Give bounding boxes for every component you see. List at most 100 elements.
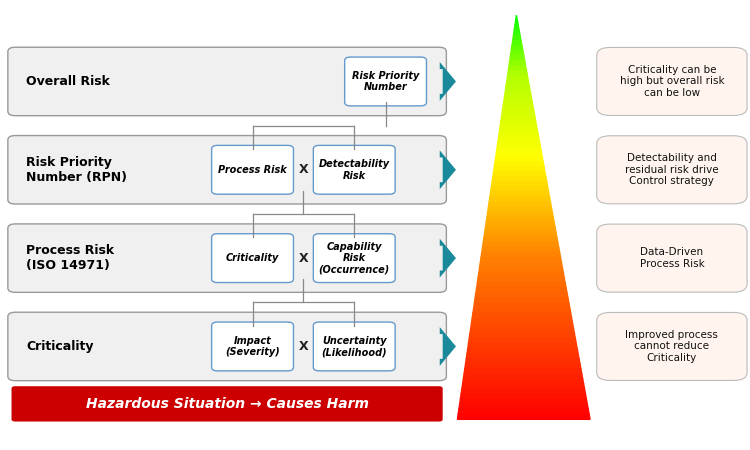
Polygon shape: [487, 212, 554, 217]
Polygon shape: [508, 71, 527, 76]
Polygon shape: [470, 333, 575, 338]
Polygon shape: [506, 86, 530, 91]
Polygon shape: [484, 227, 556, 233]
Polygon shape: [512, 40, 522, 45]
Polygon shape: [514, 30, 520, 36]
Polygon shape: [510, 56, 525, 61]
Polygon shape: [492, 177, 547, 182]
Text: Detectability and
residual risk drive
Control strategy: Detectability and residual risk drive Co…: [625, 153, 718, 186]
FancyBboxPatch shape: [8, 135, 446, 204]
Polygon shape: [471, 324, 574, 328]
Polygon shape: [476, 288, 567, 293]
Polygon shape: [481, 252, 560, 258]
Polygon shape: [495, 157, 543, 162]
Text: Capability
Risk
(Occurrence): Capability Risk (Occurrence): [319, 242, 390, 274]
Text: X: X: [298, 252, 308, 265]
Polygon shape: [459, 404, 588, 409]
Polygon shape: [488, 202, 551, 207]
FancyBboxPatch shape: [211, 145, 293, 194]
Polygon shape: [472, 313, 572, 318]
Polygon shape: [502, 111, 535, 116]
Polygon shape: [462, 384, 584, 389]
Polygon shape: [458, 409, 590, 414]
Text: Hazardous Situation → Causes Harm: Hazardous Situation → Causes Harm: [86, 397, 368, 411]
Polygon shape: [440, 150, 456, 189]
Polygon shape: [482, 248, 560, 252]
Polygon shape: [489, 197, 550, 202]
Polygon shape: [504, 96, 532, 101]
Polygon shape: [482, 243, 559, 248]
Polygon shape: [490, 192, 550, 197]
Polygon shape: [494, 162, 544, 167]
Polygon shape: [505, 91, 531, 96]
Text: Overall Risk: Overall Risk: [26, 75, 110, 88]
Text: Criticality can be
high but overall risk
can be low: Criticality can be high but overall risk…: [620, 65, 724, 98]
Polygon shape: [486, 217, 554, 222]
Polygon shape: [496, 152, 542, 157]
FancyBboxPatch shape: [597, 136, 747, 204]
Polygon shape: [512, 45, 523, 50]
Polygon shape: [515, 20, 518, 25]
Polygon shape: [478, 273, 564, 278]
Text: Detectability
Risk: Detectability Risk: [319, 159, 390, 180]
Polygon shape: [496, 147, 542, 152]
Text: Process Risk: Process Risk: [218, 165, 287, 175]
Text: Data-Driven
Process Risk: Data-Driven Process Risk: [640, 248, 704, 269]
FancyBboxPatch shape: [314, 322, 395, 371]
Polygon shape: [460, 399, 587, 404]
FancyBboxPatch shape: [597, 47, 747, 116]
Text: Uncertainty
(Likelihood): Uncertainty (Likelihood): [322, 336, 387, 357]
Polygon shape: [440, 238, 456, 278]
Polygon shape: [509, 66, 526, 71]
Polygon shape: [469, 338, 576, 343]
FancyBboxPatch shape: [314, 145, 395, 194]
Polygon shape: [460, 394, 586, 399]
Polygon shape: [472, 318, 572, 324]
Polygon shape: [475, 298, 569, 303]
Polygon shape: [464, 374, 583, 379]
Polygon shape: [461, 389, 586, 394]
Polygon shape: [478, 268, 563, 273]
Polygon shape: [477, 278, 566, 283]
Polygon shape: [491, 182, 548, 187]
Polygon shape: [473, 308, 571, 313]
FancyBboxPatch shape: [8, 224, 446, 292]
Polygon shape: [488, 207, 552, 212]
Polygon shape: [506, 81, 530, 86]
Polygon shape: [465, 364, 581, 369]
Text: Improved process
cannot reduce
Criticality: Improved process cannot reduce Criticali…: [626, 330, 718, 363]
Polygon shape: [440, 62, 456, 101]
Polygon shape: [466, 354, 579, 359]
Polygon shape: [440, 327, 456, 366]
FancyBboxPatch shape: [8, 47, 446, 116]
FancyBboxPatch shape: [211, 234, 293, 283]
Text: Criticality: Criticality: [26, 340, 94, 353]
Polygon shape: [464, 369, 582, 374]
Polygon shape: [475, 293, 568, 298]
Polygon shape: [501, 116, 536, 122]
FancyBboxPatch shape: [597, 224, 747, 292]
Polygon shape: [507, 76, 528, 81]
FancyBboxPatch shape: [11, 386, 442, 422]
Polygon shape: [484, 233, 557, 238]
Text: X: X: [298, 163, 308, 176]
Polygon shape: [476, 283, 566, 288]
Polygon shape: [468, 343, 578, 349]
FancyBboxPatch shape: [8, 312, 446, 381]
Polygon shape: [483, 238, 558, 243]
Polygon shape: [497, 141, 540, 147]
Polygon shape: [503, 106, 534, 111]
Polygon shape: [511, 50, 524, 56]
Polygon shape: [467, 349, 578, 354]
Polygon shape: [514, 25, 519, 30]
Text: X: X: [298, 340, 308, 353]
Polygon shape: [480, 258, 562, 263]
FancyBboxPatch shape: [345, 57, 427, 106]
Polygon shape: [493, 172, 546, 177]
FancyBboxPatch shape: [597, 312, 747, 380]
Text: Risk Priority
Number (RPN): Risk Priority Number (RPN): [26, 156, 128, 184]
Polygon shape: [463, 379, 584, 384]
Text: Criticality: Criticality: [226, 253, 279, 263]
Polygon shape: [499, 131, 538, 136]
Polygon shape: [500, 122, 537, 126]
